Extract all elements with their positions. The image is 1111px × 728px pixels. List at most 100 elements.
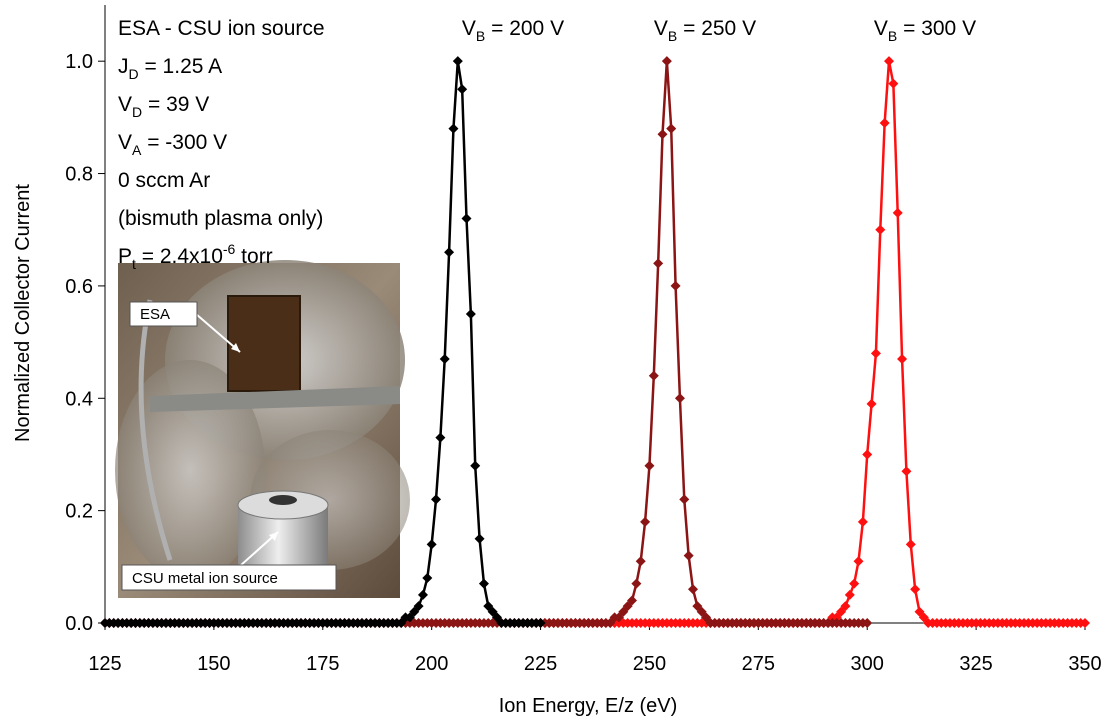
annotation-part: = 1.25 A: [139, 55, 223, 78]
marker: [683, 550, 694, 561]
annotation: 0 sccm Ar: [118, 169, 210, 192]
marker: [670, 280, 681, 291]
marker: [435, 432, 446, 443]
marker: [640, 516, 651, 527]
photo-bar: [150, 386, 400, 412]
annotation-part: B: [888, 28, 897, 44]
inset-label-box: [121, 564, 337, 591]
y-tick-label: 0.4: [65, 388, 93, 410]
annotation-part: D: [129, 66, 139, 82]
marker: [666, 123, 677, 134]
marker: [679, 494, 690, 505]
annotation-part: = -300 V: [141, 131, 227, 154]
x-tick-label: 175: [306, 653, 339, 675]
x-tick-label: 225: [524, 653, 557, 675]
arrow-head: [231, 343, 240, 352]
annotation-part: = 200 V: [485, 17, 564, 40]
annotation-part: -6: [223, 241, 236, 257]
marker: [627, 595, 638, 606]
marker: [457, 84, 468, 95]
series-line: [540, 60, 1085, 625]
annotation-part: = 250 V: [677, 17, 756, 40]
marker: [478, 578, 489, 589]
y-tick-label: 0.6: [65, 276, 93, 298]
annotation-part: P: [118, 245, 132, 268]
marker: [862, 449, 873, 460]
x-tick-label: 250: [633, 653, 666, 675]
x-tick-label: 200: [415, 653, 448, 675]
annotation-part: B: [476, 28, 485, 44]
marker: [535, 618, 546, 628]
marker: [474, 533, 485, 544]
marker: [635, 556, 646, 567]
x-tick-label: 275: [742, 653, 775, 675]
marker: [417, 589, 428, 600]
marker: [644, 460, 655, 471]
annotation-part: V: [118, 131, 132, 154]
y-tick-label: 1.0: [65, 51, 93, 73]
annotation-part: V: [462, 17, 476, 40]
annotation-part: = 300 V: [897, 17, 976, 40]
marker: [631, 578, 642, 589]
marker: [849, 578, 860, 589]
annotation-part: (bismuth plasma only): [118, 207, 323, 230]
series: [535, 56, 1090, 628]
annotation-part: V: [118, 93, 132, 116]
annotation-part: torr: [235, 245, 272, 268]
marker: [688, 584, 698, 595]
marker: [661, 56, 672, 67]
inset-label-box: [129, 301, 198, 327]
marker: [674, 393, 685, 404]
arrow: [239, 531, 279, 567]
photo-ring: [138, 299, 173, 561]
marker: [905, 539, 916, 550]
marker: [426, 539, 437, 550]
annotation-part: V: [654, 17, 668, 40]
annotation-part: 0 sccm Ar: [118, 169, 210, 192]
marker: [1080, 618, 1090, 628]
marker: [897, 353, 908, 364]
annotation: VB = 300 V: [874, 17, 976, 44]
annotation-part: ESA - CSU ion source: [118, 17, 325, 40]
annotation-part: t: [132, 256, 136, 272]
inset-label: CSU metal ion source: [132, 570, 278, 587]
annotation: Pt = 2.4x10-6 torr: [118, 241, 273, 272]
marker: [413, 601, 424, 612]
annotation: ESA - CSU ion source: [118, 17, 325, 40]
annotation-part: B: [668, 28, 677, 44]
marker: [888, 78, 899, 89]
marker: [657, 129, 668, 140]
x-tick-label: 325: [959, 653, 992, 675]
series: [100, 56, 546, 628]
x-tick-label: 125: [88, 653, 121, 675]
annotation-part: D: [132, 104, 142, 120]
y-axis-title: Normalized Collector Current: [12, 184, 34, 442]
annotation-part: A: [132, 142, 142, 158]
photo-source-hole: [269, 495, 297, 505]
x-tick-label: 150: [197, 653, 230, 675]
marker: [853, 556, 864, 567]
inset-photo: ESA CSU metal ion source: [115, 260, 410, 598]
marker: [648, 370, 659, 381]
marker: [448, 123, 459, 134]
photo-foil: [115, 360, 265, 580]
x-tick-label: 300: [851, 653, 884, 675]
annotation: VB = 200 V: [462, 17, 564, 44]
marker: [892, 207, 903, 218]
marker: [422, 573, 433, 584]
marker: [884, 56, 894, 67]
annotation: VA = -300 V: [118, 131, 227, 158]
y-tick-label: 0.2: [65, 501, 93, 523]
marker: [862, 618, 873, 628]
annotation: VB = 250 V: [654, 17, 756, 44]
marker: [910, 584, 921, 595]
marker: [866, 398, 877, 409]
marker: [840, 601, 851, 612]
photo-esa: [228, 296, 300, 391]
annotation-part: = 2.4x10: [136, 245, 223, 268]
annotation-part: J: [118, 55, 129, 78]
marker: [653, 258, 664, 269]
y-tick-label: 0.8: [65, 164, 93, 186]
marker: [452, 56, 463, 67]
